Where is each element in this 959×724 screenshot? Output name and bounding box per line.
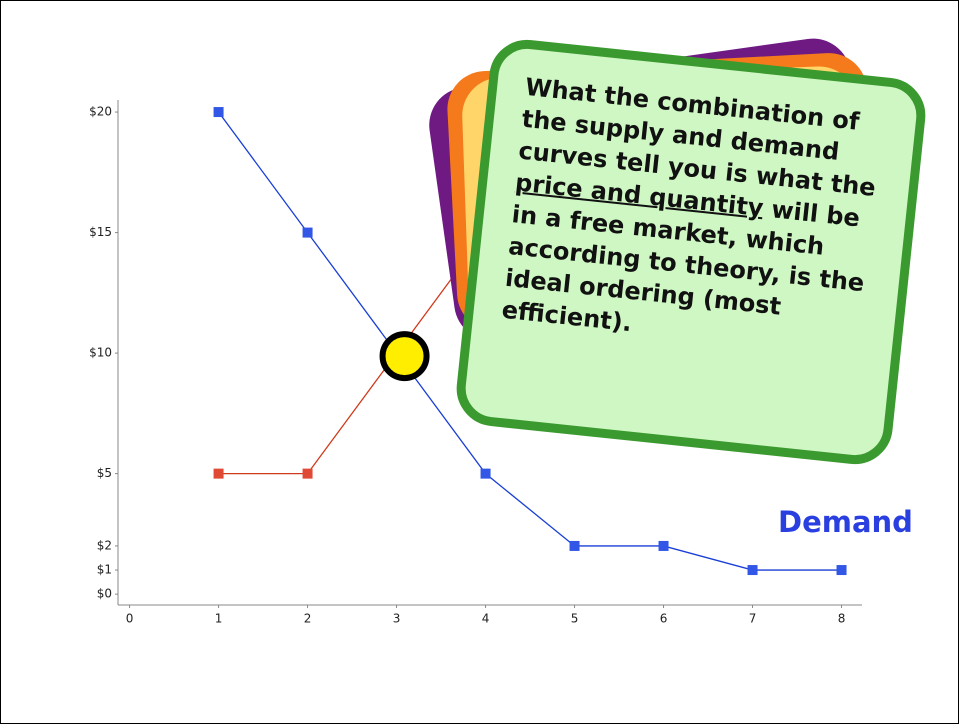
equilibrium-point — [379, 331, 430, 382]
series-line — [218, 232, 487, 475]
series-marker — [747, 565, 758, 576]
x-tick-label: 5 — [571, 612, 579, 626]
series-line — [218, 111, 842, 571]
y-tick-label: $2 — [97, 538, 112, 552]
y-tick-label: $20 — [89, 105, 112, 119]
series-marker — [658, 540, 669, 551]
x-tick-label: 6 — [660, 612, 668, 626]
x-tick-label: 7 — [749, 612, 757, 626]
series-label: Demand — [778, 505, 913, 539]
series-marker — [836, 565, 847, 576]
x-tick-label: 0 — [126, 612, 134, 626]
x-tick-label: 3 — [393, 612, 401, 626]
series-marker — [213, 468, 224, 479]
series-marker — [569, 540, 580, 551]
x-tick-label: 4 — [482, 612, 490, 626]
series-marker — [302, 227, 313, 238]
y-tick-label: $15 — [89, 225, 112, 239]
x-tick-label: 1 — [215, 612, 223, 626]
x-tick-label: 8 — [838, 612, 846, 626]
series-marker — [480, 468, 491, 479]
y-tick-label: $1 — [97, 563, 112, 577]
callout-card: What the combination of the supply and d… — [452, 36, 930, 468]
series-marker — [213, 107, 224, 118]
x-tick-label: 2 — [304, 612, 312, 626]
y-tick-label: $0 — [97, 587, 112, 601]
series-marker — [302, 468, 313, 479]
y-tick-label: $10 — [89, 346, 112, 360]
y-tick-label: $5 — [97, 466, 112, 480]
card-text: will be in a free market, which accordin… — [500, 194, 866, 338]
